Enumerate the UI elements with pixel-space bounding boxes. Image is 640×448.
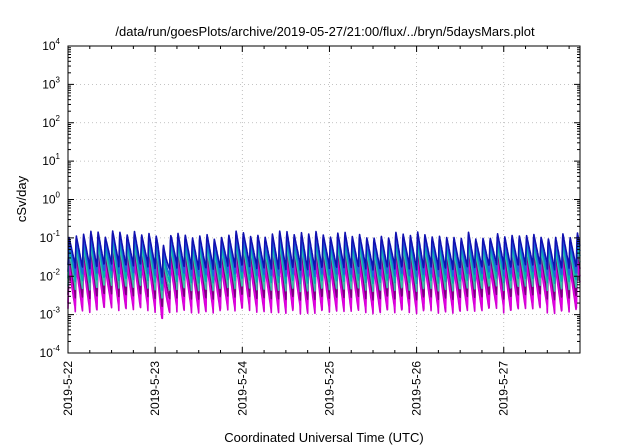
y-tick-label: 103 bbox=[42, 75, 60, 91]
y-tick-label: 102 bbox=[42, 114, 60, 130]
x-axis-label: Coordinated Universal Time (UTC) bbox=[224, 430, 423, 445]
y-tick-label: 10-2 bbox=[40, 267, 61, 283]
x-ticks: 2019-5-22 2019-5-23 2019-5-24 2019-5-25 2019… bbox=[61, 46, 570, 416]
y-tick-label: 10-1 bbox=[40, 229, 61, 245]
series-layer bbox=[67, 230, 581, 320]
x-tick-label: 2019-5-22 bbox=[61, 361, 75, 416]
x-tick-label: 2019-5-25 bbox=[322, 361, 336, 416]
y-tick-label: 101 bbox=[42, 152, 60, 168]
y-axis-label: cSv/day bbox=[14, 175, 29, 222]
y-ticks: 10-4 10-3 10-2 10-1 100 101 102 103 104 bbox=[40, 37, 580, 360]
series-line bbox=[67, 243, 581, 299]
series-line bbox=[67, 261, 581, 320]
chart-title: /data/run/goesPlots/archive/2019-05-27/2… bbox=[115, 24, 535, 39]
y-tick-label: 104 bbox=[42, 37, 60, 53]
y-tick-label: 10-4 bbox=[40, 344, 61, 360]
series-line bbox=[67, 255, 581, 316]
series-line bbox=[67, 234, 581, 285]
x-tick-label: 2019-5-24 bbox=[235, 361, 249, 416]
y-tick-label: 10-3 bbox=[40, 306, 61, 322]
series-line bbox=[67, 230, 581, 278]
y-tick-label: 100 bbox=[42, 191, 60, 207]
x-tick-label: 2019-5-27 bbox=[497, 361, 511, 416]
x-tick-label: 2019-5-26 bbox=[410, 361, 424, 416]
series-line bbox=[67, 248, 581, 308]
x-tick-label: 2019-5-23 bbox=[148, 361, 162, 416]
